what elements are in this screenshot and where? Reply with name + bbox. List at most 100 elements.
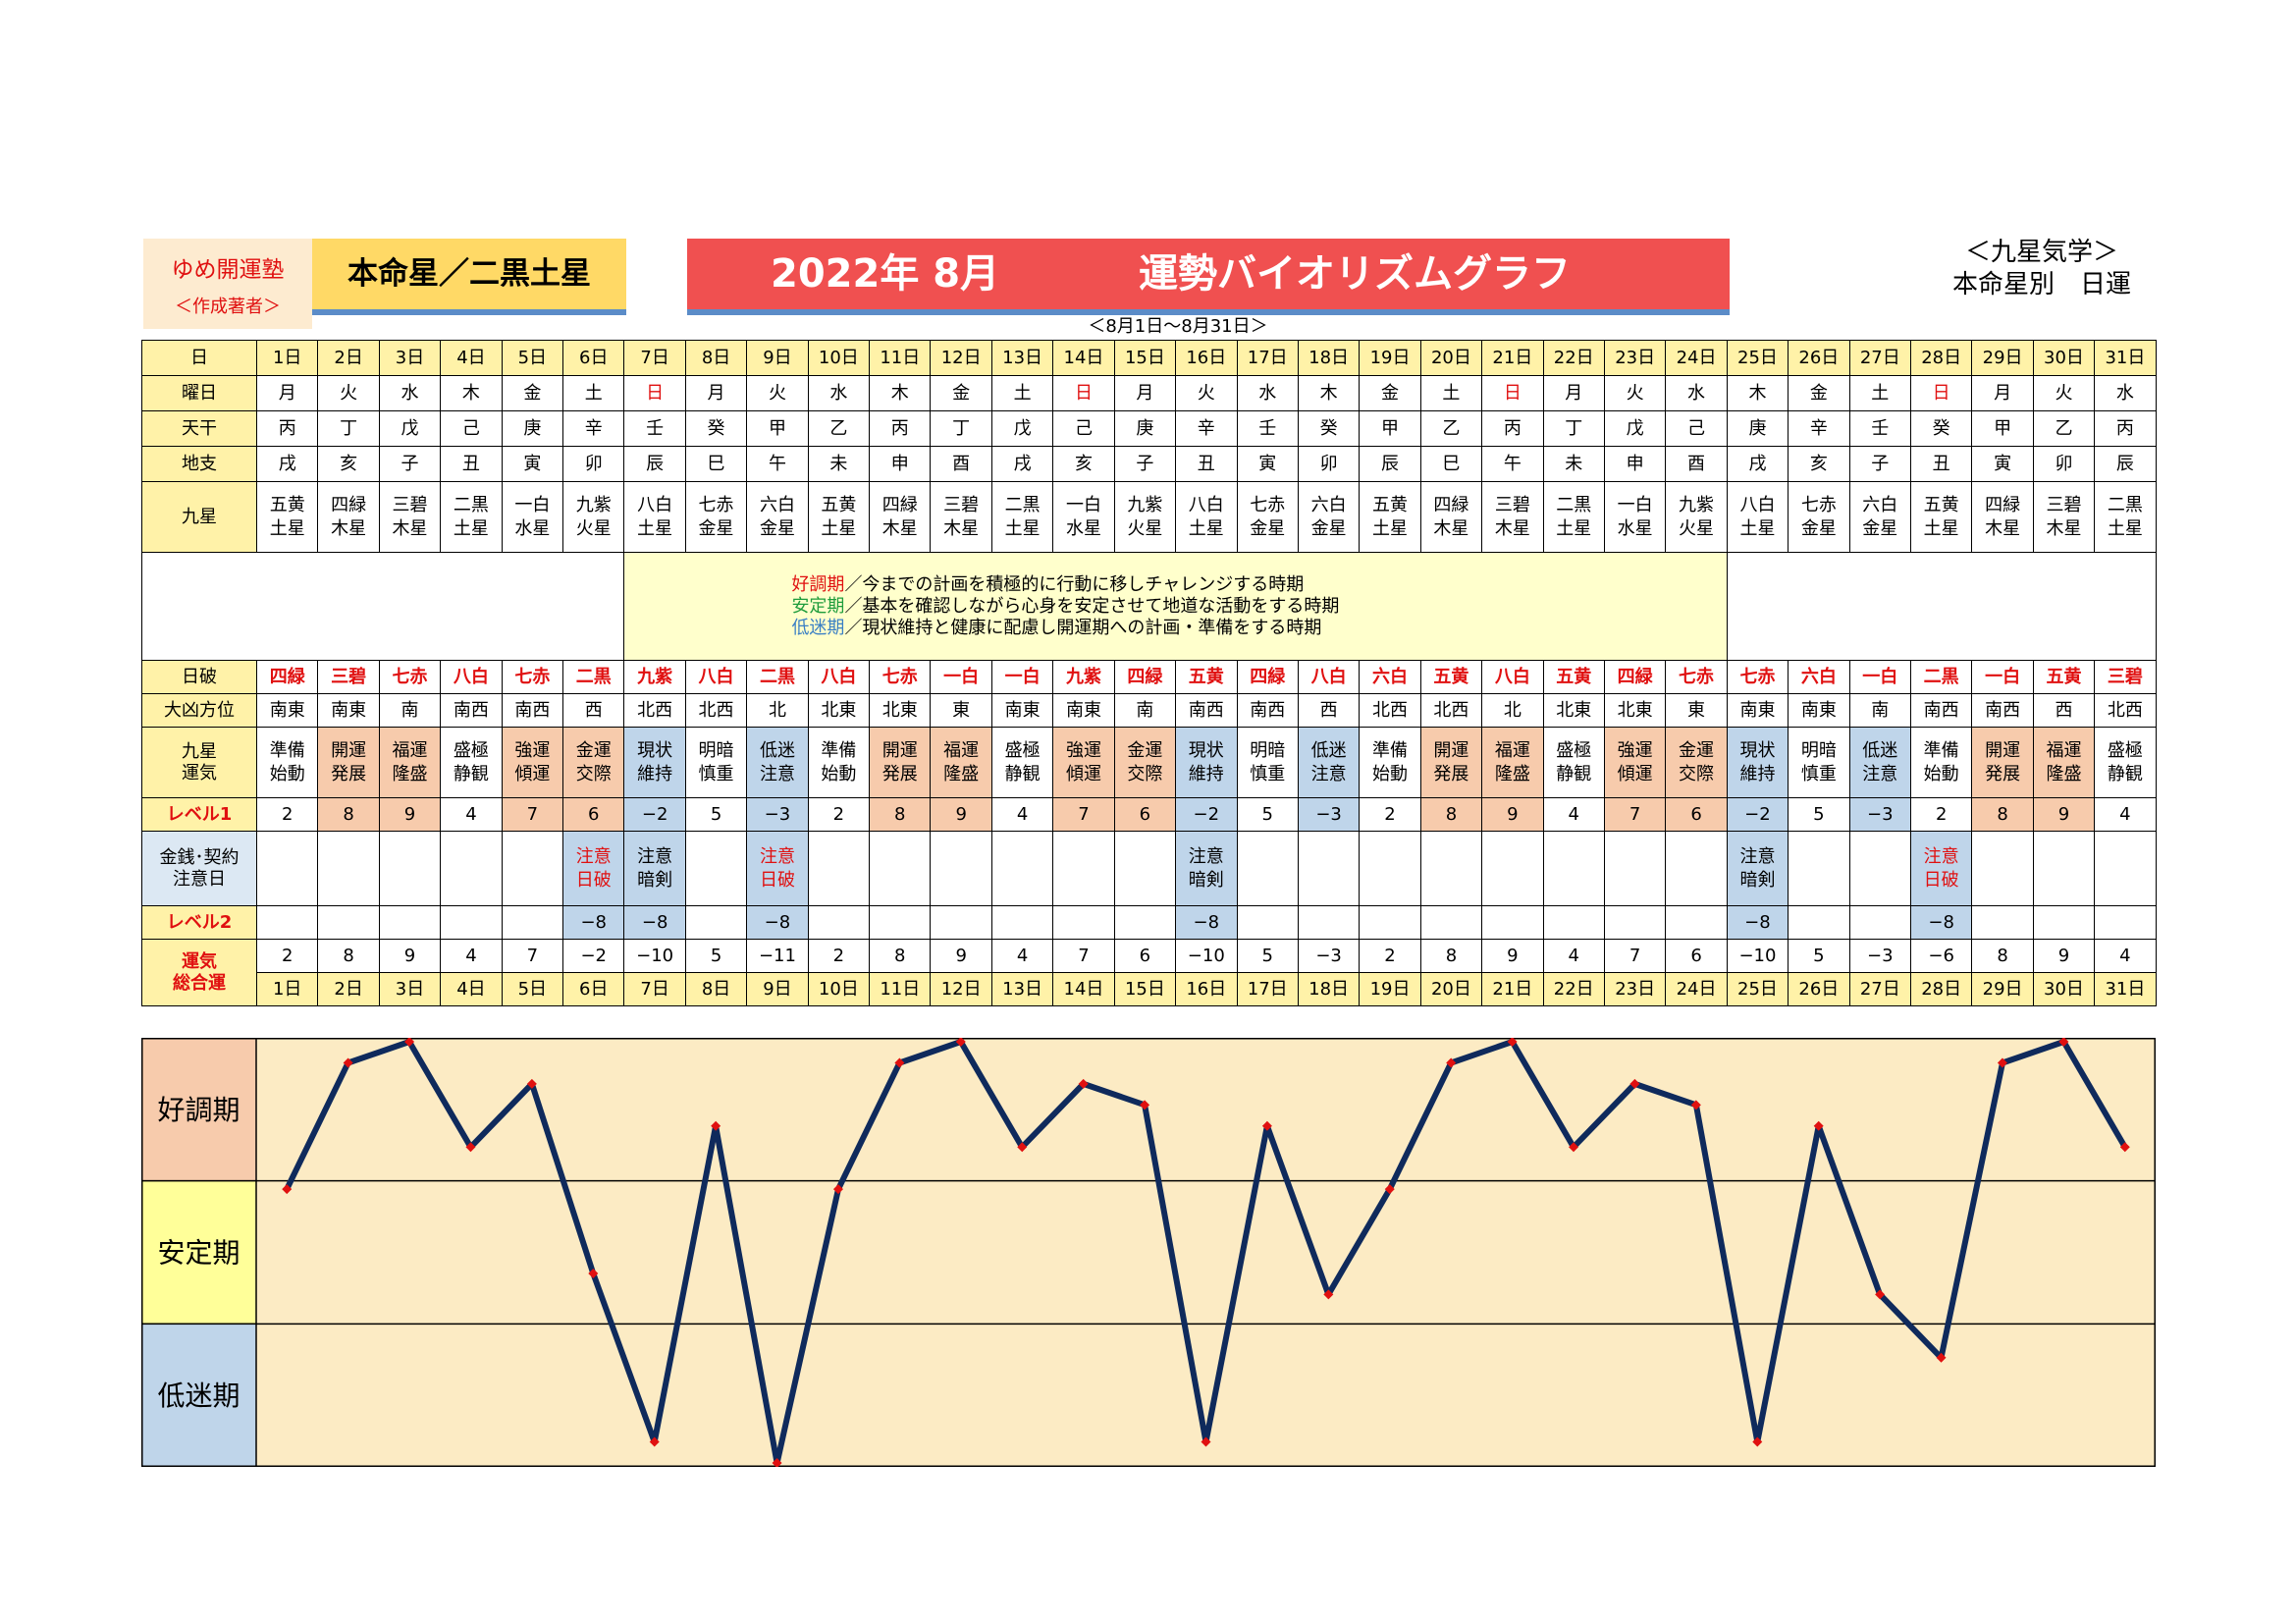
day-footer: 12日 [930,972,992,1006]
tenkan-cell: 乙 [2032,410,2096,447]
sogo-cell: 6 [1665,939,1728,973]
level2-cell [378,905,442,940]
nippa-cell: 七赤 [1665,660,1728,694]
daikyo-cell: 南西 [1971,693,2034,728]
level1-cell: −3 [746,797,809,832]
level2-cell [1542,905,1605,940]
daikyo-cell: 南西 [501,693,564,728]
row-label-daikyo: 大凶方位 [141,693,257,728]
money-cell [2032,831,2096,906]
weekday-cell: 月 [1971,375,2034,411]
sogo-cell: −11 [746,939,809,973]
chishi-cell: 酉 [930,446,992,482]
data-point [1261,1120,1272,1131]
weekday-cell: 土 [562,375,625,411]
sogo-cell: 8 [1971,939,2034,973]
fortune-table: 日 1日 2日 3日 4日 5日 6日 7日 8日 9日 10日 11日 12日 13日 14日 15日 16日… [140,340,2157,1006]
day-header: 3日 [378,340,442,376]
kyusei-cell: 八白 土星 [623,481,686,553]
day-header: 8日 [684,340,748,376]
row-label-kyusei: 九星 [141,481,257,553]
day-footer: 4日 [440,972,503,1006]
unki-cell: 準備 始動 [255,727,319,798]
level1-cell: −3 [1848,797,1911,832]
chishi-cell: 未 [807,446,871,482]
daikyo-cell: 西 [2032,693,2096,728]
level2-cell [1113,905,1177,940]
level2-cell [1052,905,1115,940]
day-header: 27日 [1848,340,1911,376]
money-cell: 注意 暗剣 [623,831,686,906]
sogo-cell: 7 [1603,939,1667,973]
tenkan-cell: 壬 [1848,410,1911,447]
level2-cell [1665,905,1728,940]
chishi-cell: 戌 [990,446,1054,482]
row-label-level2: レベル2 [141,905,257,940]
day-footer: 10日 [807,972,871,1006]
legend-term: 安定期 [791,595,845,617]
day-header: 4日 [440,340,503,376]
day-header: 19日 [1359,340,1421,376]
day-footer: 5日 [501,972,564,1006]
legend-blank-left [140,552,625,661]
day-footer: 19日 [1359,972,1421,1006]
money-cell [255,831,319,906]
chishi-cell: 子 [378,446,442,482]
tenkan-cell: 己 [440,410,503,447]
kyusei-cell: 五黄 土星 [1359,481,1421,553]
nippa-cell: 七赤 [1726,660,1789,694]
level1-cell: 4 [440,797,503,832]
kyusei-cell: 二黒 土星 [2094,481,2157,553]
unki-cell: 強運 傾運 [1052,727,1115,798]
kyusei-line2: 本命星別 日運 [1951,270,2131,299]
money-cell [990,831,1054,906]
level1-cell: 2 [1359,797,1421,832]
level2-cell: −8 [623,905,686,940]
money-cell [869,831,932,906]
sogo-cell: −10 [623,939,686,973]
daikyo-cell: 北西 [1419,693,1483,728]
unki-cell: 強運 傾運 [501,727,564,798]
nippa-cell: 八白 [684,660,748,694]
weekday-cell: 月 [1542,375,1605,411]
level1-cell: 2 [255,797,319,832]
unki-cell: 福運 隆盛 [1481,727,1544,798]
level2-cell [1419,905,1483,940]
day-footer: 21日 [1481,972,1544,1006]
row-label-day: 日 [141,340,257,376]
sogo-cell: 8 [869,939,932,973]
tenkan-cell: 癸 [684,410,748,447]
level2-cell: −8 [1175,905,1238,940]
daikyo-cell: 北 [1481,693,1544,728]
legend-line: 好調期／今までの計画を積極的に行動に移しチャレンジする時期 [625,574,1726,596]
weekday-cell: 火 [1175,375,1238,411]
unki-cell: 準備 始動 [1909,727,1973,798]
kyusei-cell: 三碧 木星 [378,481,442,553]
weekday-cell: 月 [255,375,319,411]
daikyo-cell: 北東 [1542,693,1605,728]
level2-cell [440,905,503,940]
sogo-cell: 9 [378,939,442,973]
day-header: 17日 [1236,340,1299,376]
sogo-cell: 7 [1052,939,1115,973]
weekday-cell: 土 [1848,375,1911,411]
sogo-cell: 5 [684,939,748,973]
tenkan-cell: 壬 [1236,410,1299,447]
day-header: 26日 [1788,340,1850,376]
day-footer: 7日 [623,972,686,1006]
day-header: 25日 [1726,340,1789,376]
kyusei-cell: 六白 金星 [746,481,809,553]
weekday-cell: 日 [623,375,686,411]
tenkan-cell: 癸 [1909,410,1973,447]
title-banner: 2022年 8月 運勢バイオリズムグラフ [687,239,1730,315]
data-point [465,1142,476,1153]
band-label: 低迷期 [157,1380,240,1412]
daikyo-cell: 北西 [2094,693,2157,728]
chishi-cell: 巳 [1419,446,1483,482]
daikyo-cell: 南西 [1236,693,1299,728]
day-footer: 3日 [378,972,442,1006]
unki-cell: 福運 隆盛 [930,727,992,798]
kyusei-cell: 九紫 火星 [562,481,625,553]
day-footer: 11日 [869,972,932,1006]
row-label-unki: 九星 運気 [141,727,257,798]
